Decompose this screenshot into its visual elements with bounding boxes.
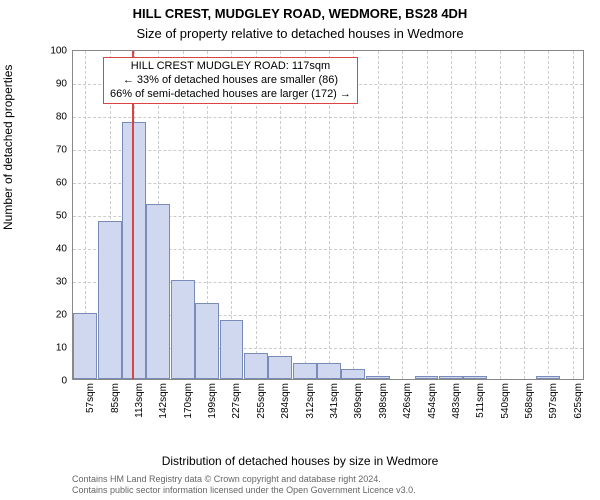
- y-tick-label: 50: [56, 211, 67, 222]
- x-tick-label: 597sqm: [548, 383, 559, 419]
- histogram-bar: [439, 376, 463, 379]
- x-tick-label: 255sqm: [256, 383, 267, 419]
- histogram-bar: [317, 363, 341, 380]
- gridline-v: [524, 51, 525, 379]
- gridline-v: [500, 51, 501, 379]
- y-tick-label: 0: [61, 376, 67, 387]
- histogram-bar: [73, 313, 97, 379]
- y-tick-label: 40: [56, 244, 67, 255]
- annotation-line: HILL CREST MUDGLEY ROAD: 117sqm: [110, 60, 351, 74]
- annotation-line: 66% of semi-detached houses are larger (…: [110, 88, 351, 102]
- x-tick-label: 113sqm: [134, 383, 145, 418]
- y-tick-label: 30: [56, 277, 67, 288]
- gridline-v: [378, 51, 379, 379]
- x-tick-label: 57sqm: [85, 383, 96, 413]
- x-tick-label: 369sqm: [353, 383, 364, 419]
- gridline-v: [427, 51, 428, 379]
- histogram-bar: [341, 369, 365, 379]
- x-tick-label: 454sqm: [427, 383, 438, 419]
- gridline-v: [451, 51, 452, 379]
- attribution-line: Contains HM Land Registry data © Crown c…: [72, 474, 416, 485]
- x-tick-label: 540sqm: [500, 383, 511, 419]
- histogram-bar: [366, 376, 390, 379]
- chart-title-main: HILL CREST, MUDGLEY ROAD, WEDMORE, BS28 …: [0, 6, 600, 21]
- x-tick-label: 625sqm: [573, 383, 584, 419]
- gridline-h: [73, 150, 583, 151]
- histogram-bar: [146, 204, 170, 379]
- attribution-line: Contains public sector information licen…: [72, 485, 416, 496]
- x-axis-label: Distribution of detached houses by size …: [0, 454, 600, 468]
- y-axis-label: Number of detached properties: [1, 65, 15, 230]
- x-tick-label: 341sqm: [329, 383, 340, 419]
- y-tick-label: 20: [56, 310, 67, 321]
- x-tick-label: 511sqm: [475, 383, 486, 418]
- histogram-bar: [171, 280, 195, 379]
- x-tick-label: 227sqm: [231, 383, 242, 419]
- attribution-text: Contains HM Land Registry data © Crown c…: [72, 474, 416, 496]
- gridline-v: [402, 51, 403, 379]
- histogram-bar: [268, 356, 292, 379]
- gridline-v: [573, 51, 574, 379]
- x-tick-label: 568sqm: [524, 383, 535, 419]
- y-tick-label: 10: [56, 343, 67, 354]
- y-tick-label: 90: [56, 79, 67, 90]
- x-tick-label: 85sqm: [110, 383, 121, 413]
- histogram-bar: [122, 122, 146, 379]
- histogram-bar: [244, 353, 268, 379]
- y-tick-label: 100: [50, 46, 67, 57]
- histogram-bar: [293, 363, 317, 380]
- plot-area: 010203040506070809010057sqm85sqm113sqm14…: [72, 50, 584, 380]
- x-tick-label: 199sqm: [207, 383, 218, 419]
- gridline-h: [73, 117, 583, 118]
- histogram-bar: [536, 376, 560, 379]
- histogram-bar: [463, 376, 487, 379]
- y-tick-label: 80: [56, 112, 67, 123]
- annotation-line: ← 33% of detached houses are smaller (86…: [110, 74, 351, 88]
- histogram-bar: [415, 376, 439, 379]
- histogram-bar: [98, 221, 122, 379]
- x-tick-label: 170sqm: [183, 383, 194, 419]
- gridline-h: [73, 183, 583, 184]
- gridline-v: [548, 51, 549, 379]
- x-tick-label: 398sqm: [378, 383, 389, 419]
- y-tick-label: 60: [56, 178, 67, 189]
- chart-title-sub: Size of property relative to detached ho…: [0, 26, 600, 41]
- histogram-bar: [220, 320, 244, 379]
- x-tick-label: 284sqm: [280, 383, 291, 419]
- x-tick-label: 142sqm: [158, 383, 169, 419]
- x-tick-label: 426sqm: [402, 383, 413, 419]
- x-tick-label: 483sqm: [451, 383, 462, 419]
- x-tick-label: 312sqm: [305, 383, 316, 419]
- y-tick-label: 70: [56, 145, 67, 156]
- histogram-bar: [195, 303, 219, 379]
- annotation-box: HILL CREST MUDGLEY ROAD: 117sqm← 33% of …: [103, 57, 358, 104]
- gridline-v: [475, 51, 476, 379]
